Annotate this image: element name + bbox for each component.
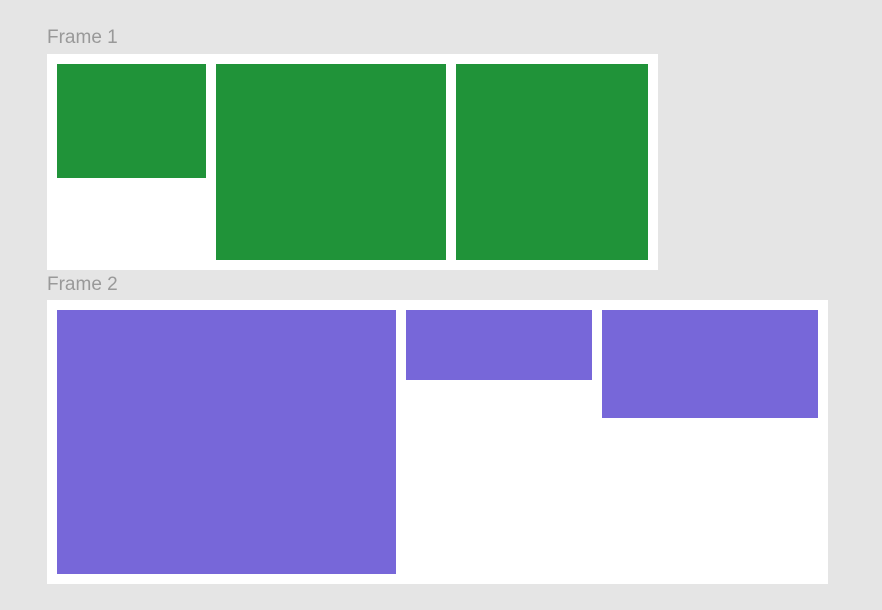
frame-1-rectangle-1[interactable] bbox=[57, 64, 206, 178]
frame-2-label[interactable]: Frame 2 bbox=[47, 274, 118, 295]
frame-1[interactable] bbox=[47, 54, 658, 270]
frame-2-rectangle-2[interactable] bbox=[406, 310, 592, 380]
frame-1-label[interactable]: Frame 1 bbox=[47, 27, 118, 48]
frame-1-rectangle-3[interactable] bbox=[456, 64, 648, 260]
frame-2-rectangle-1[interactable] bbox=[57, 310, 396, 574]
frame-2-rectangle-3[interactable] bbox=[602, 310, 818, 418]
frame-1-rectangle-2[interactable] bbox=[216, 64, 446, 260]
frame-2[interactable] bbox=[47, 300, 828, 584]
